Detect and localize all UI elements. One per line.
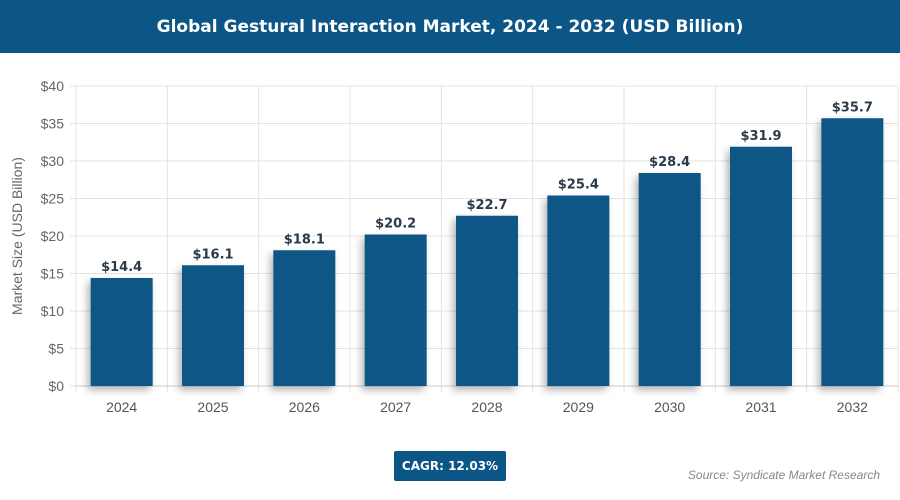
x-tick-label: 2028: [471, 399, 502, 415]
x-tick-label: 2029: [563, 399, 594, 415]
bar-2028: [456, 215, 518, 386]
y-tick-label: $15: [41, 266, 65, 282]
data-label: $16.1: [192, 247, 233, 262]
bar-2032: [821, 118, 884, 386]
data-label: $22.7: [466, 198, 507, 213]
y-axis-label: Market Size (USD Billion): [9, 157, 25, 315]
x-tick-label: 2032: [837, 399, 868, 415]
y-tick-label: $0: [48, 378, 64, 394]
x-tick-label: 2027: [380, 399, 411, 415]
bar-2029: [547, 195, 610, 386]
y-tick-label: $30: [41, 153, 65, 169]
y-tick-label: $20: [41, 228, 65, 244]
data-label: $28.4: [649, 155, 690, 170]
chart-title: Global Gestural Interaction Market, 2024…: [0, 0, 900, 53]
data-label: $35.7: [832, 100, 873, 115]
bar-2031: [730, 146, 792, 386]
bar-2024: [90, 278, 153, 386]
bar-2025: [182, 265, 244, 386]
bar-2026: [273, 250, 336, 386]
y-tick-label: $10: [41, 303, 65, 319]
y-tick-label: $5: [48, 341, 64, 357]
y-tick-label: $25: [41, 191, 65, 207]
x-tick-label: 2030: [654, 399, 685, 415]
x-tick-label: 2025: [197, 399, 228, 415]
x-tick-label: 2026: [289, 399, 320, 415]
data-label: $14.4: [101, 260, 142, 275]
data-label: $25.4: [558, 178, 599, 193]
data-label: $20.2: [375, 217, 416, 232]
bar-2027: [364, 234, 427, 386]
data-label: $31.9: [740, 129, 781, 144]
x-tick-label: 2031: [745, 399, 776, 415]
source-text: Source: Syndicate Market Research: [687, 468, 880, 482]
y-tick-label: $35: [41, 116, 65, 132]
bar-2030: [638, 173, 701, 386]
x-tick-label: 2024: [106, 399, 137, 415]
cagr-badge: CAGR: 12.03%: [394, 451, 506, 481]
data-label: $18.1: [284, 232, 325, 247]
y-tick-label: $40: [41, 78, 65, 94]
